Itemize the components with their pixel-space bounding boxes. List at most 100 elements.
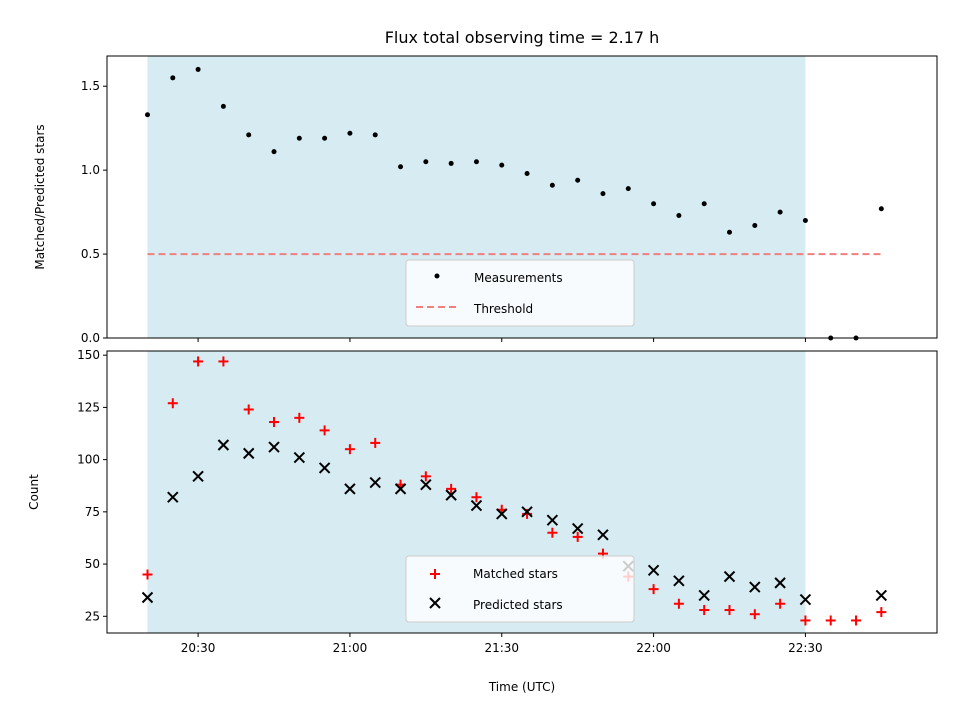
matched-star-point bbox=[167, 398, 178, 409]
matched-star-point bbox=[876, 607, 887, 618]
measurement-point bbox=[246, 132, 252, 138]
predicted-star-point bbox=[875, 589, 888, 602]
matched-star-point bbox=[446, 483, 457, 494]
predicted-star-point bbox=[647, 564, 660, 577]
legend-threshold-label: Threshold bbox=[473, 302, 533, 316]
matched-star-point bbox=[825, 615, 836, 626]
x-tick-label: 22:00 bbox=[636, 641, 671, 655]
bottom-y-axis-label: Count bbox=[27, 474, 41, 510]
legend-measurements-label: Measurements bbox=[474, 271, 563, 285]
measurement-point bbox=[423, 159, 429, 165]
measurement-point bbox=[347, 130, 353, 136]
predicted-star-point bbox=[344, 483, 356, 495]
predicted-star-point bbox=[318, 462, 331, 474]
predicted-star-point bbox=[293, 451, 306, 464]
measurement-point bbox=[473, 159, 479, 165]
measurement-point bbox=[448, 160, 454, 166]
matched-star-point bbox=[370, 437, 381, 448]
predicted-star-point bbox=[217, 439, 230, 451]
matched-star-point bbox=[193, 356, 204, 367]
bottom-panel: 25 50 75 100 125 150 20:30 21:00 21:30 22:00 22:3… bbox=[27, 348, 938, 694]
y-tick-label: 1.5 bbox=[81, 79, 100, 93]
predicted-star-point bbox=[723, 570, 736, 583]
measurement-point bbox=[777, 209, 783, 215]
matched-star-point bbox=[775, 598, 786, 609]
matched-star-point bbox=[471, 492, 482, 503]
predicted-star-point bbox=[141, 591, 154, 604]
measurement-point bbox=[296, 135, 302, 141]
y-tick-label: 0.0 bbox=[81, 331, 100, 345]
measurement-point bbox=[878, 206, 884, 212]
legend-predicted-label: Predicted stars bbox=[473, 598, 563, 612]
measurement-point bbox=[322, 135, 328, 141]
matched-star-point bbox=[547, 527, 558, 538]
y-tick-label: 150 bbox=[77, 348, 100, 362]
measurement-point bbox=[802, 218, 808, 223]
predicted-star-point bbox=[243, 447, 255, 460]
predicted-star-point bbox=[571, 522, 584, 535]
chart-title: Flux total observing time = 2.17 h bbox=[385, 28, 660, 47]
measurement-point bbox=[524, 171, 530, 176]
matched-star-point bbox=[294, 412, 305, 423]
matched-star-point bbox=[749, 609, 760, 620]
measurement-point bbox=[372, 132, 378, 138]
measurement-point bbox=[676, 212, 682, 218]
legend-predicted-marker bbox=[429, 597, 441, 609]
y-tick-label: 100 bbox=[77, 453, 100, 467]
predicted-star-point bbox=[799, 593, 812, 606]
predicted-star-point bbox=[597, 529, 609, 541]
legend-matched-marker bbox=[430, 569, 440, 579]
predicted-star-point bbox=[470, 499, 483, 512]
measurement-point bbox=[575, 177, 581, 183]
bottom-panel-frame bbox=[106, 350, 938, 634]
predicted-star-point bbox=[521, 506, 533, 518]
y-tick-label: 1.0 bbox=[81, 163, 100, 177]
predicted-star-point bbox=[167, 491, 179, 503]
x-axis-label: Time (UTC) bbox=[488, 680, 555, 694]
predicted-star-point bbox=[749, 581, 761, 593]
measurement-point bbox=[398, 164, 404, 170]
matched-star-point bbox=[572, 531, 583, 542]
measurement-point bbox=[195, 66, 201, 72]
measurement-point bbox=[220, 103, 226, 109]
matched-star-point bbox=[344, 444, 355, 455]
predicted-star-point bbox=[546, 514, 559, 526]
top-panel-frame bbox=[106, 55, 938, 339]
x-tick-label: 22:30 bbox=[788, 641, 823, 655]
matched-star-point bbox=[269, 417, 280, 428]
top-panel: 0.0 0.5 1.0 1.5 Matched/Predicted stars Mea… bbox=[33, 55, 938, 345]
predicted-star-point bbox=[496, 508, 508, 520]
measurement-point bbox=[600, 191, 606, 197]
predicted-star-point bbox=[698, 589, 710, 602]
legend-measurements-marker bbox=[434, 273, 440, 279]
measurement-point bbox=[625, 186, 631, 192]
measurement-point bbox=[727, 229, 732, 235]
matched-star-point bbox=[724, 605, 735, 616]
matched-star-point bbox=[218, 356, 229, 367]
x-tick-label: 21:30 bbox=[484, 641, 519, 655]
matched-star-point bbox=[851, 615, 862, 626]
bottom-legend-box bbox=[405, 555, 635, 623]
predicted-star-point bbox=[445, 489, 457, 501]
matched-star-point bbox=[243, 404, 254, 415]
matched-star-point bbox=[800, 615, 811, 626]
predicted-star-point bbox=[774, 577, 786, 589]
y-tick-label: 125 bbox=[77, 400, 100, 414]
top-legend-box bbox=[405, 259, 635, 327]
legend-matched-label: Matched stars bbox=[473, 567, 558, 581]
matched-star-point bbox=[648, 584, 659, 595]
x-tick-label: 21:00 bbox=[333, 641, 368, 655]
predicted-star-point bbox=[268, 441, 280, 453]
predicted-star-point bbox=[673, 575, 685, 587]
y-tick-label: 50 bbox=[85, 557, 100, 571]
measurement-point bbox=[499, 162, 505, 168]
y-tick-label: 75 bbox=[85, 505, 100, 519]
measurement-point bbox=[271, 149, 277, 155]
matched-star-point bbox=[699, 605, 710, 616]
measurement-point bbox=[752, 223, 758, 229]
measurement-point bbox=[170, 75, 176, 81]
x-tick-label: 20:30 bbox=[181, 641, 216, 655]
matched-star-point bbox=[420, 471, 431, 482]
y-tick-label: 25 bbox=[85, 609, 100, 623]
